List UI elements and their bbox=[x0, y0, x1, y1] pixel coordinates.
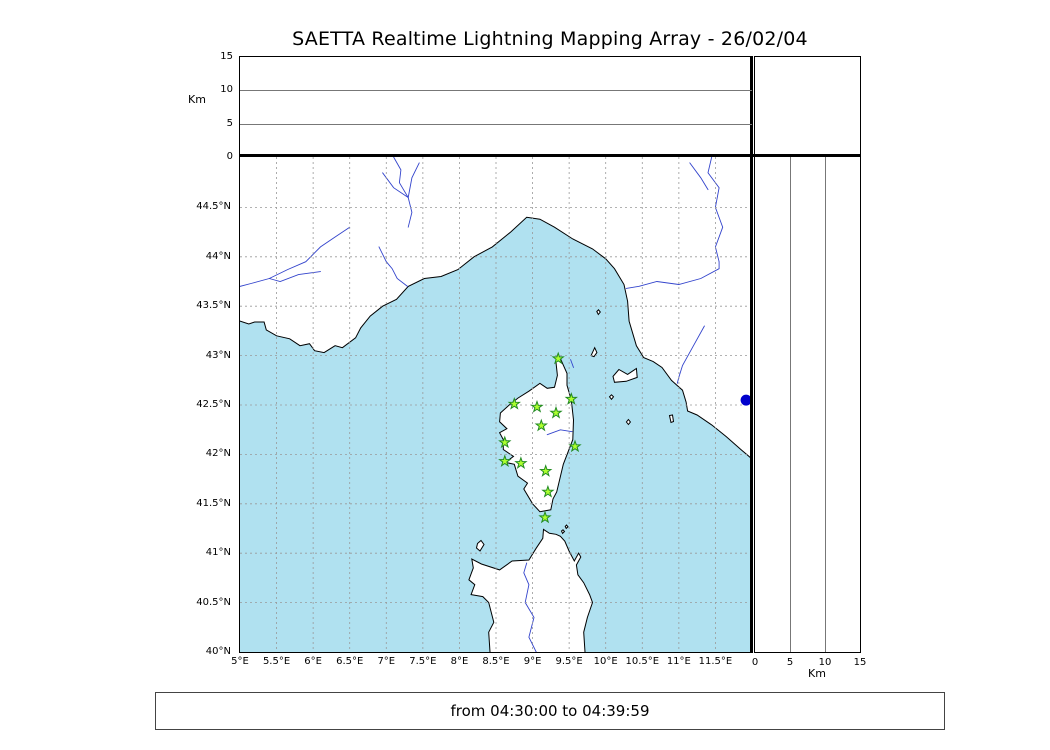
lat-tick-label: 40°N bbox=[205, 646, 231, 657]
station-marker bbox=[549, 405, 563, 419]
station-marker bbox=[551, 351, 565, 365]
altitude-tick-label: 10 bbox=[818, 657, 832, 668]
altitude-tick-label: 15 bbox=[853, 657, 867, 668]
river-line bbox=[676, 325, 705, 384]
station-marker bbox=[507, 396, 521, 410]
lon-tick-label: 5.5°E bbox=[262, 656, 291, 667]
lat-tick-label: 42°N bbox=[205, 448, 231, 460]
lon-tick-label: 11.5°E bbox=[698, 656, 733, 667]
altitude-tick-label: 0 bbox=[226, 151, 233, 162]
lon-tick-label: 8.5°E bbox=[482, 656, 510, 667]
station-marker bbox=[534, 418, 548, 432]
altitude-tick-label: 5 bbox=[786, 657, 794, 668]
river-line bbox=[268, 271, 321, 282]
river-line bbox=[393, 157, 413, 228]
grid-layer bbox=[240, 157, 752, 652]
lon-tick-label: 7.5°E bbox=[409, 656, 437, 667]
maddalena-island bbox=[564, 524, 569, 530]
panel-separator-line bbox=[750, 56, 753, 653]
lat-tick-label: 40.5°N bbox=[196, 596, 231, 608]
lon-tick-label: 5°E bbox=[231, 656, 249, 667]
event-dot-layer bbox=[740, 394, 752, 406]
river-line bbox=[570, 359, 574, 368]
gorgona-island bbox=[596, 309, 601, 316]
montecristo-island bbox=[625, 418, 632, 426]
lat-tick-label: 44°N bbox=[205, 250, 231, 262]
capraia-island bbox=[590, 346, 598, 358]
lon-tick-label: 6.5°E bbox=[336, 656, 364, 667]
lat-tick-label: 41.5°N bbox=[196, 497, 231, 509]
lon-tick-label: 10°E bbox=[593, 656, 618, 667]
corsica-island bbox=[498, 353, 575, 513]
altitude-unit-label-right: Km bbox=[808, 667, 826, 680]
pianosa-island bbox=[608, 394, 615, 401]
figure-title: SAETTA Realtime Lightning Mapping Array … bbox=[292, 28, 808, 50]
stations-layer bbox=[498, 351, 582, 524]
lat-tick-label: 44.5°N bbox=[196, 201, 231, 213]
lon-tick-label: 11°E bbox=[666, 656, 691, 667]
river-line bbox=[407, 162, 420, 198]
station-marker bbox=[514, 456, 528, 469]
altitude-tick-label: 5 bbox=[226, 117, 233, 129]
lon-tick-label: 7°E bbox=[377, 656, 396, 667]
sardinia-island bbox=[468, 528, 594, 652]
river-line bbox=[240, 226, 351, 287]
station-marker bbox=[541, 484, 555, 498]
station-marker bbox=[498, 454, 512, 467]
elba-island bbox=[612, 367, 638, 383]
altitude-gridline bbox=[790, 157, 791, 652]
river-line bbox=[689, 162, 709, 191]
map-plan-view bbox=[240, 157, 752, 652]
altitude-tick-label: 10 bbox=[220, 84, 233, 96]
altitude-unit-label-top: Km bbox=[188, 93, 206, 106]
lon-tick-label: 10.5°E bbox=[625, 656, 660, 667]
river-line bbox=[378, 246, 408, 287]
altitude-gridline bbox=[240, 123, 752, 125]
station-marker bbox=[539, 464, 553, 477]
lat-tick-label: 43°N bbox=[205, 349, 231, 361]
giglio-island bbox=[668, 414, 675, 424]
river-line bbox=[546, 429, 573, 436]
map-frame bbox=[239, 156, 753, 653]
station-marker bbox=[564, 392, 578, 405]
lat-tick-label: 43.5°N bbox=[196, 300, 231, 312]
altitude-latitude-panel bbox=[754, 156, 861, 653]
asinara-island bbox=[475, 539, 485, 552]
river-line bbox=[625, 261, 720, 289]
station-marker bbox=[538, 510, 552, 524]
lon-tick-label: 8°E bbox=[450, 656, 469, 667]
time-range-text: from 04:30:00 to 04:39:59 bbox=[450, 702, 650, 720]
altitude-tick-label: 15 bbox=[220, 51, 233, 62]
altitude-gridline bbox=[825, 157, 826, 652]
station-marker bbox=[568, 439, 582, 453]
lightning-event-dot bbox=[740, 394, 752, 406]
time-range-box: from 04:30:00 to 04:39:59 bbox=[155, 692, 945, 730]
lon-tick-label: 9.5°E bbox=[555, 656, 583, 667]
station-marker bbox=[530, 399, 544, 413]
lat-tick-label: 41°N bbox=[205, 547, 231, 559]
station-marker bbox=[498, 435, 512, 449]
lon-tick-label: 9°E bbox=[523, 656, 542, 667]
lon-tick-label: 6°E bbox=[304, 656, 322, 667]
altitude-longitude-panel bbox=[239, 56, 753, 158]
altitude-gridline bbox=[240, 90, 752, 92]
altitude-histogram-box bbox=[754, 56, 861, 158]
altitude-tick-label: 0 bbox=[751, 657, 759, 668]
maddalena-island bbox=[560, 529, 566, 535]
ground-level-line bbox=[240, 154, 860, 157]
lat-tick-label: 42.5°N bbox=[196, 398, 231, 410]
